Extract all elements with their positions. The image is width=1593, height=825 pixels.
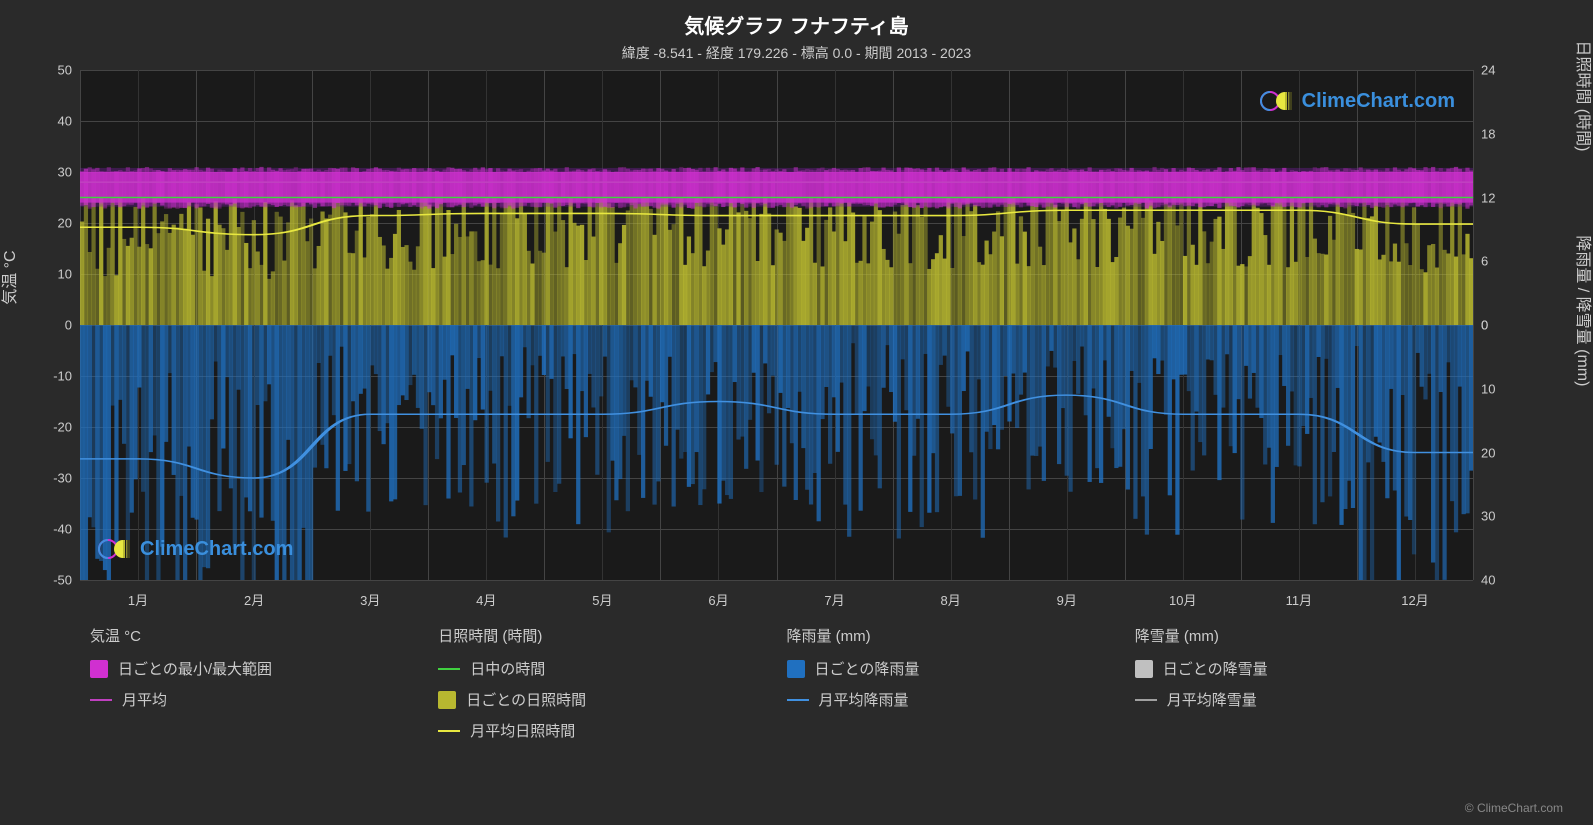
y-axis-right-top-label: 日照時間 (時間) xyxy=(1573,40,1593,151)
legend-label: 月平均降雨量 xyxy=(819,689,909,710)
y-right-bottom-tick: 30 xyxy=(1481,509,1495,524)
y-left-tick: 30 xyxy=(58,165,72,180)
watermark-top: ClimeChart.com xyxy=(1260,88,1455,114)
y-right-bottom-tick: 10 xyxy=(1481,381,1495,396)
legend-item: 月平均降雨量 xyxy=(787,689,1115,710)
legend-item: 日ごとの日照時間 xyxy=(438,689,766,710)
y-right-top-tick: 12 xyxy=(1481,190,1495,205)
legend-swatch xyxy=(438,730,460,732)
x-tick: 11月 xyxy=(1286,590,1313,609)
legend-item: 月平均 xyxy=(90,689,418,710)
legend-label: 月平均降雪量 xyxy=(1167,689,1257,710)
legend-label: 日ごとの最小/最大範囲 xyxy=(118,658,272,679)
sun-bars xyxy=(80,198,1473,326)
plot-area: ClimeChart.com ClimeChart.com xyxy=(80,70,1473,580)
legend-item: 日ごとの降雪量 xyxy=(1135,658,1463,679)
y-axis-right-bottom: 010203040 xyxy=(1473,325,1553,580)
chart-title: 気候グラフ フナフティ島 xyxy=(0,0,1593,39)
legend-swatch xyxy=(90,660,108,678)
legend-label: 日中の時間 xyxy=(470,658,545,679)
y-left-tick: -10 xyxy=(53,369,72,384)
climechart-logo-icon xyxy=(1260,88,1296,114)
climate-chart: 気候グラフ フナフティ島 緯度 -8.541 - 経度 179.226 - 標高… xyxy=(0,0,1593,825)
legend-swatch xyxy=(438,668,460,670)
x-tick: 8月 xyxy=(941,590,961,609)
legend-group: 日照時間 (時間) 日中の時間日ごとの日照時間月平均日照時間 xyxy=(428,625,776,751)
chart-subtitle: 緯度 -8.541 - 経度 179.226 - 標高 0.0 - 期間 201… xyxy=(0,39,1593,63)
legend-label: 月平均日照時間 xyxy=(470,720,575,741)
x-tick: 4月 xyxy=(476,590,496,609)
x-tick: 1月 xyxy=(128,590,148,609)
legend-header: 降雪量 (mm) xyxy=(1135,625,1463,646)
legend-item: 月平均降雪量 xyxy=(1135,689,1463,710)
y-left-tick: 50 xyxy=(58,63,72,78)
x-tick: 5月 xyxy=(592,590,612,609)
legend-item: 日ごとの降雨量 xyxy=(787,658,1115,679)
legend-label: 日ごとの降雨量 xyxy=(815,658,920,679)
legend-item: 日中の時間 xyxy=(438,658,766,679)
y-right-bottom-tick: 20 xyxy=(1481,445,1495,460)
x-tick: 2月 xyxy=(244,590,264,609)
y-right-top-tick: 18 xyxy=(1481,126,1495,141)
plot-svg xyxy=(80,70,1473,580)
y-right-bottom-tick: 40 xyxy=(1481,573,1495,588)
y-left-tick: -40 xyxy=(53,522,72,537)
legend-swatch xyxy=(438,691,456,709)
legend-swatch xyxy=(1135,660,1153,678)
x-tick: 12月 xyxy=(1401,590,1428,609)
x-tick: 3月 xyxy=(360,590,380,609)
x-tick: 10月 xyxy=(1169,590,1196,609)
x-tick: 6月 xyxy=(708,590,728,609)
legend: 気温 °C 日ごとの最小/最大範囲月平均 日照時間 (時間) 日中の時間日ごとの日照時… xyxy=(80,625,1473,751)
legend-group: 降雪量 (mm) 日ごとの降雪量月平均降雪量 xyxy=(1125,625,1473,751)
y-left-tick: 20 xyxy=(58,216,72,231)
y-left-tick: -50 xyxy=(53,573,72,588)
legend-item: 月平均日照時間 xyxy=(438,720,766,741)
legend-swatch xyxy=(1135,699,1157,701)
legend-label: 日ごとの日照時間 xyxy=(466,689,586,710)
y-right-top-tick: 24 xyxy=(1481,63,1495,78)
y-right-bottom-tick: 0 xyxy=(1481,318,1488,333)
watermark-text: ClimeChart.com xyxy=(140,538,293,561)
legend-swatch xyxy=(90,699,112,701)
y-axis-left: -50-40-30-20-1001020304050 xyxy=(0,70,80,580)
y-axis-right-top: 06121824 xyxy=(1473,70,1553,325)
legend-swatch xyxy=(787,660,805,678)
y-left-tick: -30 xyxy=(53,471,72,486)
watermark-text: ClimeChart.com xyxy=(1302,90,1455,113)
y-axis-right-bottom-label: 降雨量 / 降雪量 (mm) xyxy=(1573,235,1593,386)
legend-group: 降雨量 (mm) 日ごとの降雨量月平均降雨量 xyxy=(777,625,1125,751)
climechart-logo-icon xyxy=(98,536,134,562)
x-tick: 7月 xyxy=(824,590,844,609)
credit: © ClimeChart.com xyxy=(1465,801,1563,815)
watermark-bottom: ClimeChart.com xyxy=(98,536,293,562)
legend-group: 気温 °C 日ごとの最小/最大範囲月平均 xyxy=(80,625,428,751)
x-tick: 9月 xyxy=(1057,590,1077,609)
legend-header: 日照時間 (時間) xyxy=(438,625,766,646)
x-axis: 1月 2月 3月 4月 5月 6月 7月 8月 9月 10月 11月 12月 xyxy=(80,585,1473,615)
y-right-top-tick: 6 xyxy=(1481,254,1488,269)
y-left-tick: 10 xyxy=(58,267,72,282)
legend-header: 気温 °C xyxy=(90,625,418,646)
legend-header: 降雨量 (mm) xyxy=(787,625,1115,646)
legend-swatch xyxy=(787,699,809,701)
legend-label: 月平均 xyxy=(122,689,167,710)
y-left-tick: -20 xyxy=(53,420,72,435)
legend-label: 日ごとの降雪量 xyxy=(1163,658,1268,679)
legend-item: 日ごとの最小/最大範囲 xyxy=(90,658,418,679)
y-left-tick: 40 xyxy=(58,114,72,129)
y-left-tick: 0 xyxy=(65,318,72,333)
